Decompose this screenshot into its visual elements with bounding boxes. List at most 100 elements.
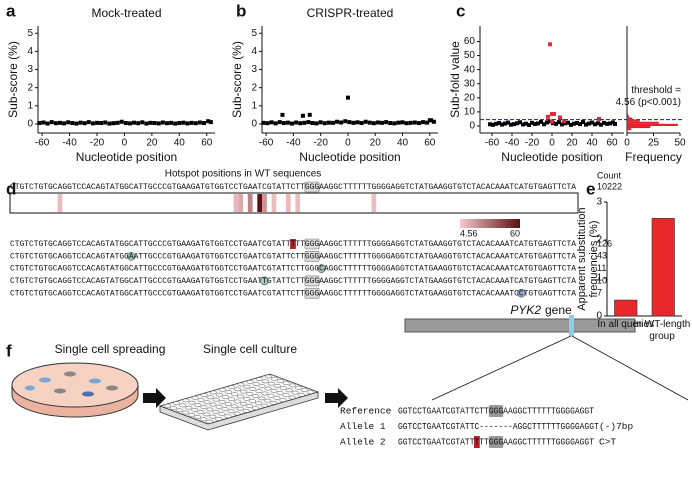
cell — [64, 371, 76, 377]
threshold-label: 4.56 (p<0.001) — [616, 97, 681, 108]
allele-label: Allele 2 — [340, 437, 386, 448]
point — [302, 120, 307, 125]
y-tick-label: 2 — [27, 82, 33, 93]
x-axis-label: Nucleotide position — [299, 150, 400, 164]
well — [270, 401, 278, 405]
well — [215, 404, 223, 409]
x-tick-label: 40 — [586, 138, 598, 149]
point — [189, 120, 194, 125]
point — [148, 120, 153, 125]
well — [212, 397, 220, 402]
cell — [25, 385, 35, 391]
panel-label: e — [586, 179, 595, 198]
well — [227, 409, 235, 414]
histogram-bar — [627, 113, 629, 116]
x-tick-label: 0 — [624, 138, 630, 149]
histogram-bar — [627, 123, 678, 126]
well — [200, 393, 208, 397]
point — [152, 121, 157, 126]
x-tick-label: 20 — [146, 138, 158, 149]
x-tick-label: In all queries — [597, 319, 655, 330]
hotspot-track — [9, 192, 579, 214]
well — [200, 417, 208, 422]
well — [267, 393, 275, 398]
sequence: CTGTCTGTGCAGGTCCACAGTATGGCATTGCCCGTGAAGA… — [10, 289, 576, 298]
point — [590, 120, 594, 125]
point — [546, 114, 550, 119]
well — [242, 409, 250, 413]
histogram-bar — [627, 128, 632, 131]
point — [488, 122, 492, 127]
well — [267, 381, 275, 386]
well — [291, 390, 299, 395]
point — [367, 120, 372, 125]
point — [613, 121, 617, 126]
dish — [11, 362, 139, 418]
point — [335, 119, 340, 124]
y-tick-label: 0 — [469, 121, 475, 132]
point — [86, 120, 91, 125]
point — [550, 119, 554, 124]
point — [554, 121, 558, 126]
well — [182, 410, 190, 415]
point — [518, 120, 522, 125]
panel-title: Hotspot positions in WT sequences — [165, 169, 322, 180]
point — [562, 119, 566, 124]
point — [420, 120, 425, 125]
well — [264, 374, 272, 379]
cell — [82, 391, 94, 397]
point — [404, 121, 409, 126]
point — [605, 121, 609, 126]
point — [70, 121, 75, 126]
count: 7 — [597, 288, 602, 298]
well — [228, 385, 236, 389]
point — [41, 120, 46, 125]
point — [298, 121, 303, 126]
point — [123, 121, 128, 126]
y-tick-label: 5 — [27, 28, 33, 39]
pam-box — [304, 238, 320, 250]
threshold-label: threshold = — [631, 85, 681, 96]
x-tick-label: 0 — [345, 138, 351, 149]
point — [78, 120, 83, 125]
hotspot — [295, 194, 301, 212]
well — [246, 392, 254, 396]
point — [431, 119, 436, 124]
colorbar — [460, 219, 520, 228]
count-header: Count — [597, 170, 622, 180]
x-tick-label: 50 — [674, 138, 686, 149]
point — [575, 121, 579, 126]
well — [206, 395, 214, 400]
x-tick-label: -60 — [259, 138, 274, 149]
well — [264, 386, 272, 391]
pam-box — [488, 436, 504, 448]
point — [408, 120, 413, 125]
point — [506, 120, 510, 125]
panel-label: d — [6, 179, 16, 198]
target-site — [569, 315, 574, 336]
point — [515, 121, 519, 126]
point — [280, 112, 285, 117]
x-tick-label: -20 — [313, 138, 328, 149]
point — [45, 121, 50, 126]
bar — [614, 299, 638, 317]
allele-note: (-)7bp — [599, 421, 634, 432]
panel-label: c — [456, 1, 465, 20]
x-tick-label: 60 — [201, 138, 213, 149]
well — [233, 399, 241, 404]
well — [239, 401, 247, 406]
point — [261, 120, 266, 125]
mutation-mark — [290, 239, 296, 249]
step-label: Single cell spreading — [55, 342, 166, 356]
point — [363, 119, 368, 124]
point — [521, 122, 525, 127]
well — [164, 403, 172, 408]
point — [587, 121, 591, 126]
histogram-bar — [627, 117, 633, 120]
point — [326, 120, 331, 125]
point — [127, 121, 132, 126]
y-tick-label: 1 — [27, 100, 33, 111]
pam-box — [304, 287, 320, 299]
point — [509, 122, 513, 127]
well — [194, 415, 202, 419]
